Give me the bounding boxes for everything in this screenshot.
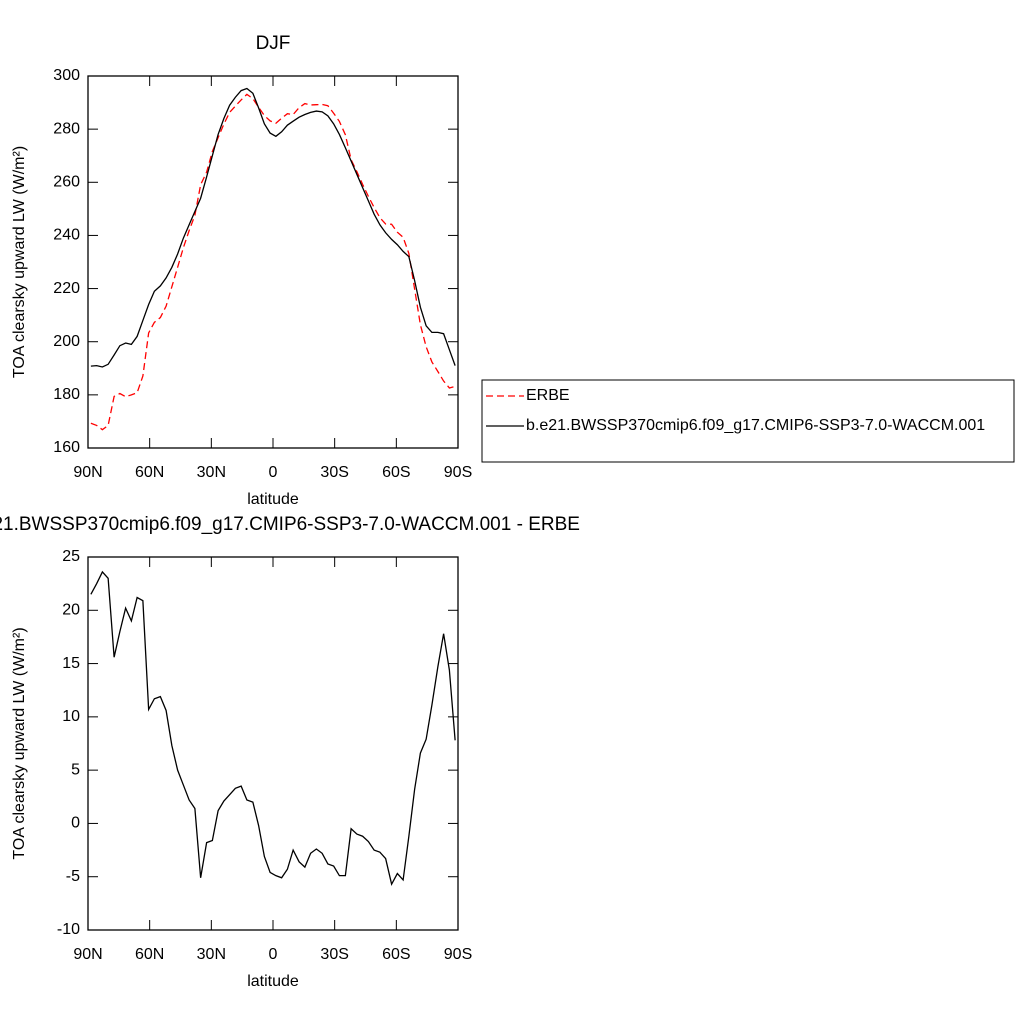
y-tick-label: 5 — [71, 761, 80, 778]
y-tick-label: 240 — [53, 227, 80, 244]
legend-label: b.e21.BWSSP370cmip6.f09_g17.CMIP6-SSP3-7… — [526, 417, 985, 434]
x-tick-label: 0 — [269, 464, 278, 481]
y-tick-label: 15 — [62, 655, 80, 672]
legend: ERBE b.e21.BWSSP370cmip6.f09_g17.CMIP6-SS… — [481, 379, 1015, 463]
chart-title: DJF — [256, 33, 291, 54]
y-tick-label: 220 — [53, 280, 80, 297]
y-tick-label: 20 — [62, 602, 80, 619]
y-axis-label: TOA clearsky upward LW (W/m²) — [11, 146, 28, 378]
y-tick-label: 300 — [53, 67, 80, 84]
y-tick-label: -10 — [57, 921, 80, 938]
y-tick-label: 0 — [71, 815, 80, 832]
x-tick-label: 60S — [382, 464, 410, 481]
plot-frame — [87, 75, 459, 449]
y-tick-label: 160 — [53, 439, 80, 456]
x-tick-label: 60N — [135, 464, 164, 481]
x-tick-label: 60S — [382, 946, 410, 963]
y-tick-label: 260 — [53, 174, 80, 191]
x-tick-label: 0 — [269, 946, 278, 963]
y-tick-label: 10 — [62, 708, 80, 725]
chart-title: b.e21.BWSSP370cmip6.f09_g17.CMIP6-SSP3-7… — [0, 514, 580, 535]
data-line — [90, 93, 456, 431]
data-line — [90, 570, 456, 886]
x-tick-label: 30S — [320, 464, 348, 481]
x-tick-label: 90S — [444, 464, 472, 481]
y-tick-label: 180 — [53, 386, 80, 403]
x-tick-label: 60N — [135, 946, 164, 963]
y-tick-label: 200 — [53, 333, 80, 350]
x-tick-label: 30N — [197, 464, 226, 481]
data-line — [90, 87, 456, 368]
y-tick-label: -5 — [66, 868, 80, 885]
x-axis-label: latitude — [247, 973, 299, 990]
x-tick-label: 90N — [73, 946, 102, 963]
x-tick-label: 30S — [320, 946, 348, 963]
y-axis-label: TOA clearsky upward LW (W/m²) — [11, 627, 28, 859]
x-axis-label: latitude — [247, 491, 299, 508]
y-tick-label: 25 — [62, 548, 80, 565]
legend-box — [481, 379, 1015, 463]
x-tick-label: 30N — [197, 946, 226, 963]
x-tick-label: 90N — [73, 464, 102, 481]
legend-label: ERBE — [526, 387, 570, 404]
plot-frame — [87, 556, 459, 931]
x-tick-label: 90S — [444, 946, 472, 963]
y-tick-label: 280 — [53, 120, 80, 137]
